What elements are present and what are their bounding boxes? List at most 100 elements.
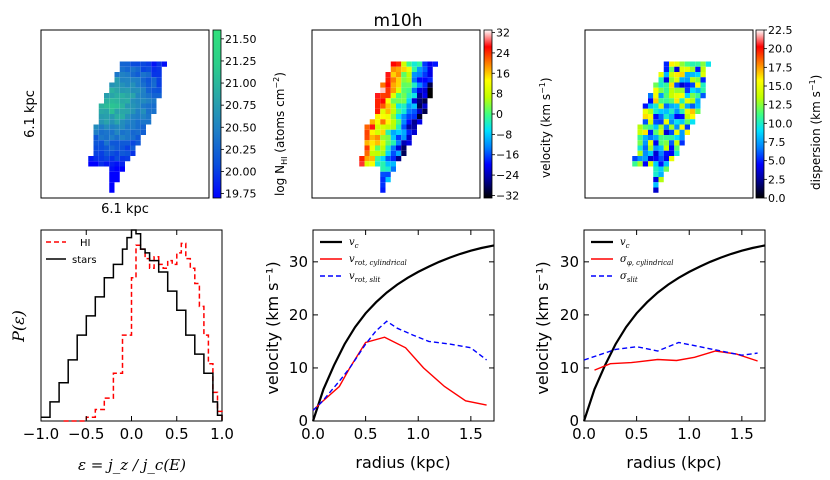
map-pixel — [385, 135, 391, 141]
map-pixel — [140, 124, 146, 130]
map-pixel — [375, 93, 381, 99]
map-pixel — [705, 61, 711, 67]
map-pixel — [390, 93, 396, 99]
map-pixel — [637, 150, 643, 156]
x-tick-label: 0.0 — [572, 425, 596, 443]
map-pixel — [669, 87, 675, 93]
map-pixel — [669, 156, 675, 162]
map-pixel — [669, 129, 675, 135]
map-pixel — [151, 72, 157, 78]
map-pixel — [380, 187, 386, 193]
map-pixel — [130, 72, 136, 78]
map-pixel — [422, 108, 428, 114]
map-pixel — [114, 156, 120, 162]
rotation-plot: 0.0 0.5 1.0 1.5 0 10 20 30 vc vrot, cylindrical… — [263, 229, 495, 472]
map-pixel — [700, 87, 706, 93]
map-pixel — [648, 140, 654, 146]
map-pixel — [140, 114, 146, 120]
map-pixel — [109, 124, 115, 130]
map-pixel — [674, 61, 680, 67]
map-pixel — [119, 129, 125, 135]
map-pixel — [385, 150, 391, 156]
map-pixel — [109, 93, 115, 99]
map-pixel — [151, 98, 157, 104]
colorbar-tick-label: −32 — [496, 189, 519, 202]
map-pixel — [146, 66, 152, 72]
map-pixel — [401, 124, 407, 130]
map-pixel — [663, 72, 669, 78]
map-pixel — [375, 135, 381, 141]
map-pixel — [417, 103, 423, 109]
map-pixel — [642, 114, 648, 120]
map-pixel — [359, 161, 365, 167]
map-pixel — [369, 114, 375, 120]
map-pixel — [406, 82, 412, 88]
map-pixel — [401, 72, 407, 78]
map-pixel — [119, 61, 125, 67]
map-pixel — [130, 98, 136, 104]
colorbar-tick-label: 8 — [496, 88, 503, 101]
map-pixel — [406, 87, 412, 93]
map-pixel — [663, 140, 669, 146]
map-pixel — [396, 66, 402, 72]
map-pixel — [119, 108, 125, 114]
map-pixel — [658, 103, 664, 109]
map-pixel — [385, 124, 391, 130]
x-tick-label: 0.5 — [165, 425, 189, 443]
map-pixel — [109, 140, 115, 146]
colorbar-tick-label: 19.75 — [225, 188, 257, 201]
x-tick-label: 1.0 — [406, 425, 430, 443]
map-pixel — [114, 145, 120, 151]
map-pixel — [140, 61, 146, 67]
map-pixel — [684, 61, 690, 67]
map-pixel — [653, 171, 659, 177]
map-pixel — [135, 72, 141, 78]
epsilon-xlabel: ε = j_z / j_c(E) — [78, 456, 186, 474]
map-pixel — [411, 103, 417, 109]
map-pixel — [375, 124, 381, 130]
map-pixel — [364, 140, 370, 146]
map-pixel — [390, 135, 396, 141]
epsilon-legend: HI stars — [46, 238, 97, 266]
colorbar-tick-label: −8 — [496, 128, 512, 141]
map-pixel — [417, 98, 423, 104]
map-pixel — [396, 87, 402, 93]
map-pixel — [119, 114, 125, 120]
map-pixel — [401, 150, 407, 156]
map-pixel — [375, 150, 381, 156]
map-pixel — [380, 182, 386, 188]
map-pixel — [146, 72, 152, 78]
map-pixel — [679, 98, 685, 104]
map-pixel — [663, 124, 669, 130]
map-pixel — [114, 93, 120, 99]
series-line-v-rot-cylindrical — [312, 336, 487, 411]
map-pixel — [669, 72, 675, 78]
map-pixel — [658, 161, 664, 167]
map-pixel — [130, 150, 136, 156]
map-pixel — [104, 98, 110, 104]
map-pixel — [98, 140, 104, 146]
dispersion-profile-series — [582, 244, 766, 422]
map-pixel — [369, 135, 375, 141]
map-pixel — [109, 114, 115, 120]
hi-map-panel: 6.1 kpc 6.1 kpc 21.50 21.25 21.00 20.75 20.5… — [23, 29, 289, 217]
x-tick-label: 1.5 — [459, 425, 483, 443]
legend-vc2-label: vc — [620, 237, 630, 250]
legend-stars-label: stars — [72, 255, 97, 266]
map-pixel — [663, 77, 669, 83]
map-pixel — [700, 93, 706, 99]
map-pixel — [658, 150, 664, 156]
map-pixel — [684, 93, 690, 99]
map-pixel — [135, 129, 141, 135]
map-pixel — [146, 87, 152, 93]
map-pixel — [125, 61, 131, 67]
map-pixel — [684, 98, 690, 104]
map-pixel — [642, 108, 648, 114]
map-pixel — [125, 98, 131, 104]
map-pixel — [700, 82, 706, 88]
map-pixel — [380, 93, 386, 99]
map-pixel — [114, 129, 120, 135]
map-pixel — [385, 166, 391, 172]
map-pixel — [119, 72, 125, 78]
map-pixel — [104, 161, 110, 167]
